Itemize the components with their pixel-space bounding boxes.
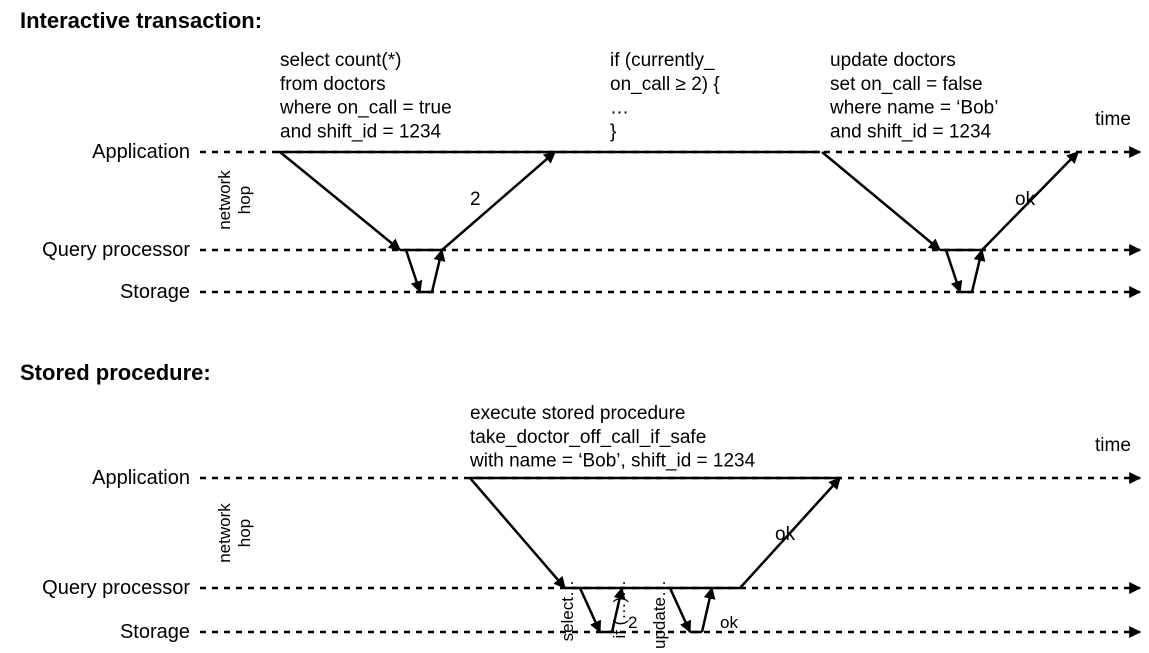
diagram-root: Interactive transaction: Application Query…	[0, 0, 1149, 653]
code-block: on_call ≥ 2) {	[610, 74, 720, 95]
lane-label: Application	[92, 141, 190, 163]
code-block: take_doctor_off_call_if_safe	[470, 427, 706, 448]
code-block: where on_call = true	[279, 98, 452, 119]
lane-label: Query processor	[42, 239, 190, 261]
edge	[670, 588, 690, 632]
stored-procedure: Stored procedure: Application Query proces…	[20, 360, 1140, 649]
lane-label: Query processor	[42, 577, 190, 599]
time-label: time	[1095, 109, 1131, 130]
network-hop-label: hop	[235, 186, 254, 214]
code-block: if (currently_	[610, 50, 715, 71]
network-hop-label: network	[215, 170, 234, 230]
network-hop-label: hop	[235, 519, 254, 547]
edge	[406, 250, 420, 292]
edge	[702, 588, 712, 632]
code-block: where name = ‘Bob’	[829, 98, 998, 119]
code-block: set on_call = false	[830, 74, 983, 95]
return-label: ok	[1015, 189, 1036, 210]
return-label: 2	[628, 613, 637, 632]
code-block: select count(*)	[280, 50, 401, 71]
code-block: }	[610, 121, 616, 142]
code-block: with name = ‘Bob’, shift_id = 1234	[469, 451, 756, 472]
code-block: from doctors	[280, 74, 386, 95]
code-block: and shift_id = 1234	[280, 121, 442, 142]
qp-step-label: select…	[558, 580, 577, 641]
edge	[442, 152, 555, 250]
section-title: Interactive transaction:	[20, 8, 262, 33]
code-block: update doctors	[830, 50, 956, 71]
edge	[822, 152, 940, 250]
time-label: time	[1095, 435, 1131, 456]
return-label: 2	[470, 189, 481, 210]
qp-step-label: update…	[650, 580, 669, 649]
lane-label: Storage	[120, 281, 190, 303]
section-title: Stored procedure:	[20, 360, 211, 385]
diagram-svg: Interactive transaction: Application Query…	[0, 0, 1149, 653]
edge	[280, 152, 400, 250]
edge	[432, 250, 442, 292]
code-block: execute stored procedure	[470, 403, 685, 424]
edge	[580, 588, 600, 632]
lane-label: Storage	[120, 621, 190, 643]
return-label: ok	[775, 524, 796, 545]
edge	[972, 250, 982, 292]
return-label: ok	[720, 613, 738, 632]
edge	[470, 478, 565, 588]
interactive-transaction: Interactive transaction: Application Query…	[20, 8, 1140, 303]
edge	[946, 250, 960, 292]
code-block: …	[610, 98, 629, 119]
code-block: and shift_id = 1234	[830, 121, 992, 142]
network-hop-label: network	[215, 503, 234, 563]
lane-label: Application	[92, 467, 190, 489]
